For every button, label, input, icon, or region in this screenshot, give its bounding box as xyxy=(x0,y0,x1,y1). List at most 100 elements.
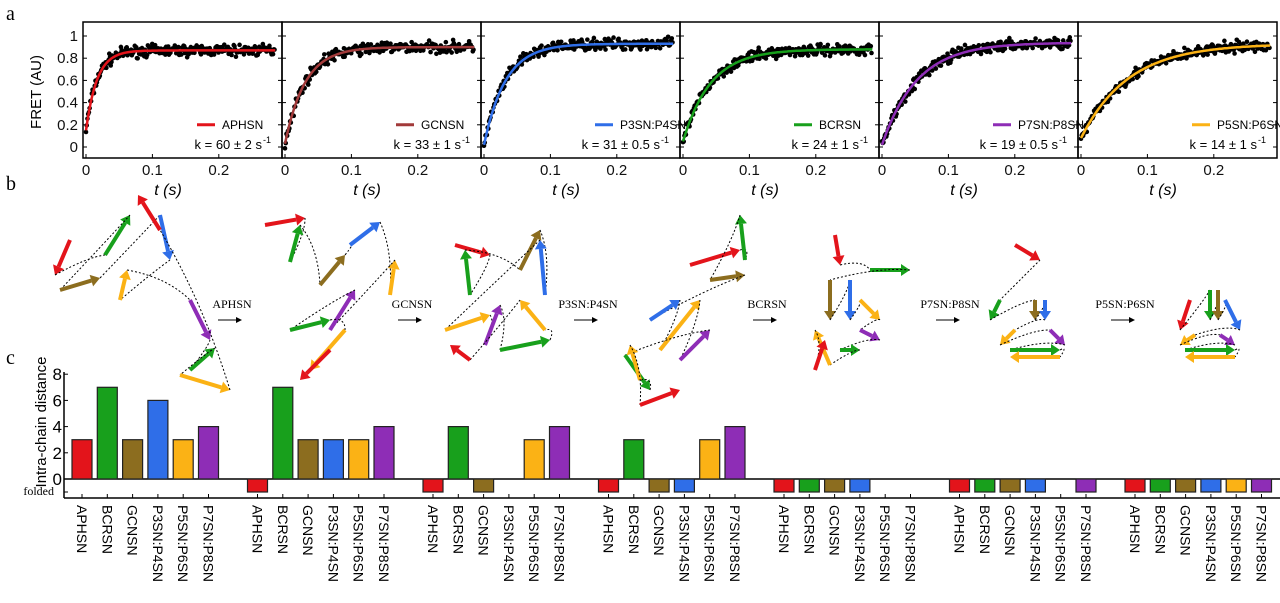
strand-arrow-head xyxy=(689,300,700,311)
category-label: P3SN:P4SN xyxy=(676,505,692,582)
loop-linker xyxy=(1179,334,1221,346)
data-point xyxy=(959,46,964,51)
rate-constant-label: k = 31 ± 0.5 s xyxy=(582,137,661,152)
strand-arrow-shaft xyxy=(524,305,547,332)
strand-arrow xyxy=(1177,289,1211,331)
category-label: P7SN:P8SN xyxy=(1078,505,1094,582)
bar-GCNSN xyxy=(648,478,670,493)
strand-arrow-head xyxy=(119,270,131,281)
loop-linker xyxy=(849,299,861,321)
bar-GCNSN xyxy=(823,478,846,493)
strand-arrow xyxy=(824,279,851,321)
loop-linker xyxy=(119,259,171,301)
loop-linker xyxy=(299,224,321,286)
y-tick-label: 1 xyxy=(70,28,78,45)
legend-label: APHSN xyxy=(222,118,263,132)
strand-arrow-head xyxy=(1224,335,1235,345)
bar-P3SN:P4SN xyxy=(849,478,871,493)
strand-arrow-head xyxy=(869,330,880,342)
strand-arrow-head xyxy=(1230,319,1242,330)
data-point xyxy=(638,47,643,52)
strand-arrow xyxy=(289,289,356,332)
loop-linker xyxy=(179,347,216,376)
data-point xyxy=(869,50,874,56)
x-tick-label: 0 xyxy=(679,162,687,179)
strand-arrow xyxy=(137,195,162,232)
strand-arrow-head xyxy=(735,270,745,283)
fit-curve xyxy=(681,48,873,142)
data-point xyxy=(237,42,242,48)
step-label-BCRSN: BCRSN xyxy=(747,297,787,311)
rate-exponent: -1 xyxy=(661,135,669,145)
x-tick-label: 0 xyxy=(281,162,289,179)
data-point xyxy=(818,41,823,47)
loop-linker xyxy=(1179,289,1211,331)
strand-arrow xyxy=(159,229,231,394)
structure-6 xyxy=(988,243,1066,363)
data-point xyxy=(927,72,932,78)
strand-arrow-shaft xyxy=(188,352,210,372)
loop-linker xyxy=(999,259,1041,301)
data-point xyxy=(611,35,616,40)
bar-group-4: APHSN BCRSN GCNSN P3SN:P4SN P5SN:P6SN P7SN:P8… xyxy=(597,426,746,582)
strand-arrow-shaft xyxy=(1223,299,1238,323)
strand-arrow-shaft xyxy=(388,268,396,296)
bar-P5SN:P6SN xyxy=(348,439,370,480)
loop-linker xyxy=(839,262,871,271)
bar-P3SN:P4SN xyxy=(673,478,696,493)
data-point xyxy=(938,63,944,68)
strand-arrow xyxy=(318,244,353,287)
category-label: P3SN:P4SN xyxy=(325,505,341,582)
strand-arrow-head xyxy=(300,369,311,380)
data-point xyxy=(976,42,982,48)
strand-arrow-shaft xyxy=(1186,333,1197,342)
strand-arrow xyxy=(499,329,553,352)
data-point xyxy=(152,42,158,48)
data-point xyxy=(1263,47,1269,53)
category-label: P5SN:P6SN xyxy=(351,505,367,582)
strand-arrow xyxy=(1010,344,1065,358)
strand-arrow-shaft xyxy=(1180,299,1192,323)
strand-arrow-head xyxy=(669,300,680,310)
legend-label: GCNSN xyxy=(421,118,464,132)
strand-arrow-head xyxy=(204,348,215,359)
strand-arrow xyxy=(689,246,748,267)
data-point xyxy=(325,62,331,67)
category-label: P5SN:P6SN xyxy=(1053,505,1069,582)
data-point xyxy=(1163,60,1169,66)
strand-arrow xyxy=(624,329,711,362)
data-point xyxy=(902,99,908,104)
strand-arrow-head xyxy=(844,311,856,320)
strand-arrow-head xyxy=(491,305,503,316)
x-tick-label: 0.1 xyxy=(938,162,959,179)
strand-arrow xyxy=(59,214,131,291)
strand-arrow-shaft xyxy=(630,353,642,381)
strand-arrow xyxy=(858,298,881,331)
strand-arrow-shaft xyxy=(1013,243,1034,258)
strand-arrow-head xyxy=(539,335,550,348)
data-point xyxy=(322,52,327,57)
data-point xyxy=(434,51,439,57)
data-point xyxy=(443,39,449,45)
data-point xyxy=(368,42,374,47)
loop-linker xyxy=(1059,348,1065,358)
strand-arrow xyxy=(626,344,642,406)
data-point xyxy=(377,50,382,55)
loop-linker xyxy=(999,329,1051,346)
legend-label: BCRSN xyxy=(819,118,861,132)
x-tick-label: 0.1 xyxy=(341,162,362,179)
strand-arrow-shaft xyxy=(103,221,127,257)
data-point xyxy=(756,45,761,50)
data-point xyxy=(305,82,311,87)
strand-arrow-head xyxy=(1039,311,1051,320)
data-point xyxy=(233,54,239,60)
data-point xyxy=(792,53,798,59)
data-point xyxy=(962,42,968,48)
strand-arrow xyxy=(844,280,861,321)
strand-arrow-head xyxy=(639,379,650,390)
panel-c-bar-chart: 0 2 4 6 8 APHSN BCRSN GCNSN P3SN:P4SN P5SN:P6SN P7… xyxy=(53,365,1280,582)
strand-arrow-shaft xyxy=(464,258,472,296)
strand-arrow-head xyxy=(89,274,100,287)
data-point xyxy=(728,69,734,74)
strand-arrow-head xyxy=(1000,334,1011,345)
